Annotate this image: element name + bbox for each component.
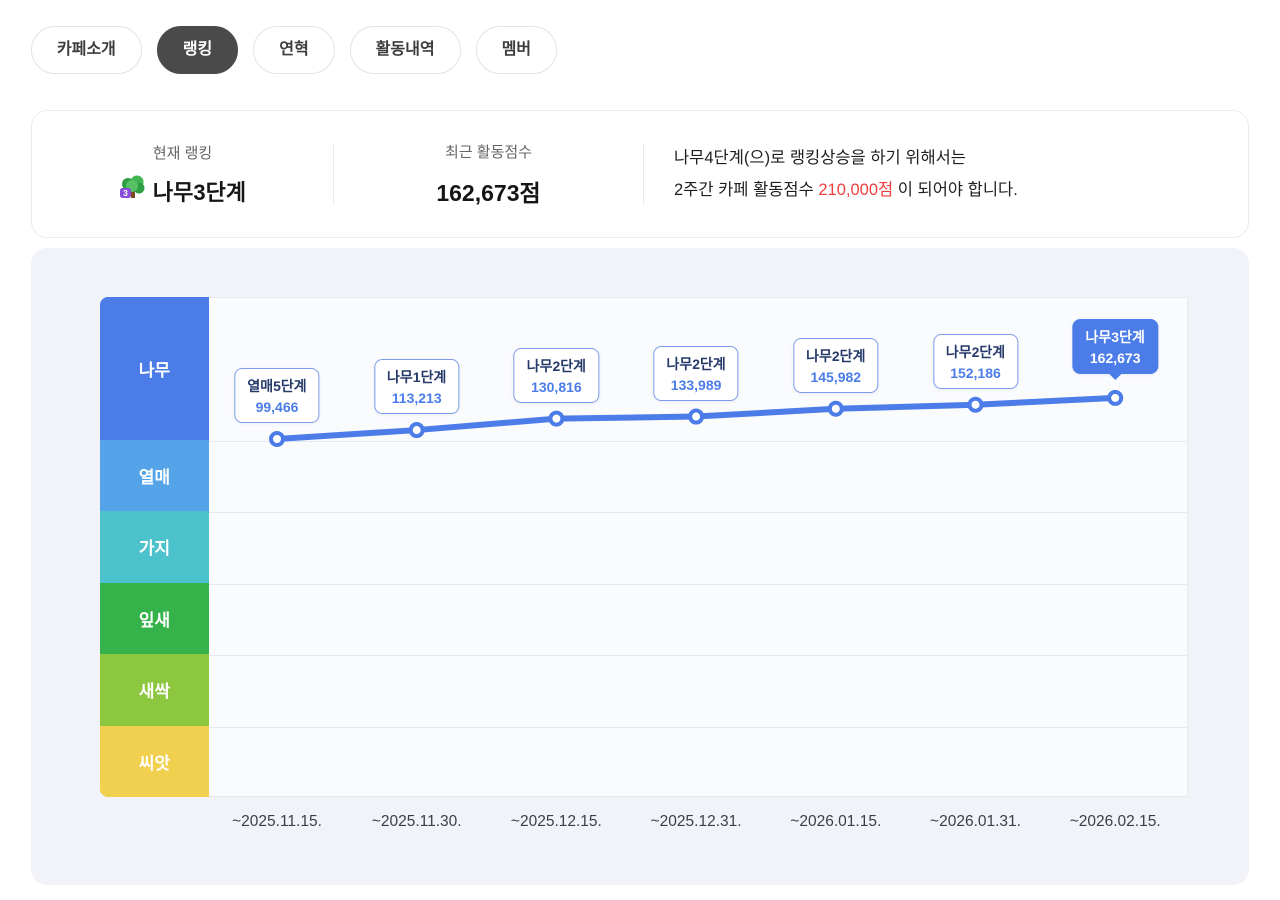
ranking-chart-panel: 나무열매가지잎새새싹씨앗 열매5단계99,466 나무1단계113,213 나무2단… [31, 248, 1249, 885]
x-axis-label: ~2026.02.15. [1070, 813, 1161, 831]
band-branch: 가지 [100, 511, 209, 582]
tab-bar: 카페소개 랭킹 연혁 활동내역 멤버 [31, 26, 557, 74]
point-tooltip: 나무2단계145,982 [793, 338, 878, 393]
x-axis-label: ~2026.01.15. [790, 813, 881, 831]
tab-cafe-intro[interactable]: 카페소개 [31, 26, 142, 74]
point-tooltip: 나무1단계113,213 [374, 359, 459, 414]
tab-history[interactable]: 연혁 [253, 26, 334, 74]
recent-score-section: 최근 활동점수 162,673점 [334, 141, 643, 208]
x-axis-label: ~2025.11.30. [372, 813, 462, 831]
cafe-ranking-page: 카페소개 랭킹 연혁 활동내역 멤버 현재 랭킹 3 나무3단계 [0, 0, 1280, 900]
recent-score-value: 162,673점 [436, 174, 540, 208]
current-rank-label: 현재 랭킹 [153, 142, 212, 163]
band-sprout: 새싹 [100, 654, 209, 725]
chart-area: 나무열매가지잎새새싹씨앗 열매5단계99,466 나무1단계113,213 나무2단… [100, 297, 1188, 797]
rank-band-axis: 나무열매가지잎새새싹씨앗 [100, 297, 209, 797]
band-fruit: 열매 [100, 440, 209, 511]
current-rank-value: 나무3단계 [153, 175, 246, 207]
band-seed: 씨앗 [100, 726, 209, 797]
data-point[interactable] [690, 411, 702, 423]
tab-members[interactable]: 멤버 [476, 26, 557, 74]
tree-rank-badge-icon: 3 [119, 175, 146, 207]
summary-card: 현재 랭킹 3 나무3단계 최근 활동점수 [31, 110, 1249, 238]
data-point[interactable] [411, 424, 423, 436]
current-rank-section: 현재 랭킹 3 나무3단계 [32, 142, 333, 207]
notice-line-1: 나무4단계(으)로 랭킹상승을 하기 위해서는 [674, 142, 1018, 174]
point-tooltip: 나무2단계152,186 [933, 334, 1018, 389]
notice-line-2: 2주간 카페 활동점수 210,000점 이 되어야 합니다. [674, 174, 1018, 206]
point-tooltip: 나무2단계130,816 [514, 348, 599, 403]
x-axis-label: ~2025.11.15. [232, 813, 322, 831]
target-score: 210,000점 [818, 181, 893, 199]
rank-up-notice: 나무4단계(으)로 랭킹상승을 하기 위해서는 2주간 카페 활동점수 210,… [644, 142, 1018, 206]
data-point[interactable] [970, 399, 982, 411]
band-tree: 나무 [100, 297, 209, 440]
data-point[interactable] [1109, 392, 1121, 404]
x-axis-label: ~2025.12.31. [651, 813, 742, 831]
data-point[interactable] [830, 403, 842, 415]
recent-score-label: 최근 활동점수 [445, 141, 532, 162]
ranking-line-chart: 열매5단계99,466 나무1단계113,213 나무2단계130,816 나무2단계… [209, 297, 1188, 797]
x-axis-label: ~2026.01.31. [930, 813, 1021, 831]
band-leaf: 잎새 [100, 583, 209, 654]
current-rank-value-row: 3 나무3단계 [119, 175, 246, 207]
current-point-tooltip: 나무3단계162,673 [1073, 319, 1158, 374]
tab-activity[interactable]: 활동내역 [350, 26, 461, 74]
point-tooltip: 열매5단계99,466 [234, 368, 319, 423]
tab-ranking[interactable]: 랭킹 [157, 26, 238, 74]
svg-text:3: 3 [123, 188, 128, 198]
x-axis-label: ~2025.12.15. [511, 813, 602, 831]
point-tooltip: 나무2단계133,989 [653, 346, 738, 401]
data-point[interactable] [271, 433, 283, 445]
data-point[interactable] [550, 413, 562, 425]
x-axis-labels: ~2025.11.15. ~2025.11.30. ~2025.12.15. ~202… [209, 813, 1188, 837]
